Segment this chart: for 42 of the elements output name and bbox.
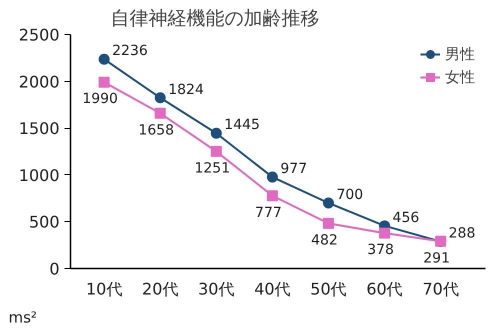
x-tick-label: 60代 [366, 280, 403, 298]
data-label: 378 [367, 242, 394, 258]
x-tick-label: 20代 [142, 280, 178, 298]
point [154, 108, 166, 119]
data-label: 1251 [194, 160, 230, 176]
y-tick-label: 1500 [18, 119, 60, 138]
y-tick-label: 0 [49, 260, 60, 278]
point [210, 146, 222, 157]
data-label: 2236 [112, 43, 148, 60]
point [266, 190, 278, 202]
x-tick-label: 10代 [86, 280, 122, 298]
y-axis-title: ms² [8, 308, 37, 326]
point [379, 228, 390, 239]
data-label: 1824 [168, 82, 204, 98]
data-label: 977 [280, 161, 308, 178]
data-label: 482 [311, 232, 338, 248]
data-label: 700 [336, 186, 364, 203]
chart-title: 自律神経機能の加齢推移 [110, 8, 320, 30]
point [98, 76, 110, 88]
y-tick-label: 2500 [18, 26, 60, 44]
point [266, 172, 278, 183]
y-tick-label: 2000 [18, 72, 60, 92]
point [322, 197, 334, 208]
data-label: 1445 [224, 117, 260, 134]
data-label: 291 [423, 250, 450, 266]
x-tick-label: 50代 [310, 280, 347, 298]
y-tick-label: 500 [28, 212, 60, 232]
data-label: 1658 [138, 122, 174, 138]
data-label: 1990 [82, 91, 118, 108]
x-tick-label: 30代 [198, 280, 234, 298]
data-label: 456 [392, 210, 420, 226]
x-tick-label: 40代 [254, 280, 291, 298]
data-label: 288 [448, 226, 476, 242]
point [210, 128, 222, 139]
point [98, 54, 110, 65]
point [322, 218, 334, 229]
legend-label: 男性 [445, 44, 475, 64]
x-tick-label: 70代 [422, 280, 459, 298]
legend-label: 女性 [445, 68, 475, 86]
data-label: 777 [255, 204, 282, 221]
point [154, 92, 166, 104]
y-tick-label: 1000 [18, 166, 60, 185]
